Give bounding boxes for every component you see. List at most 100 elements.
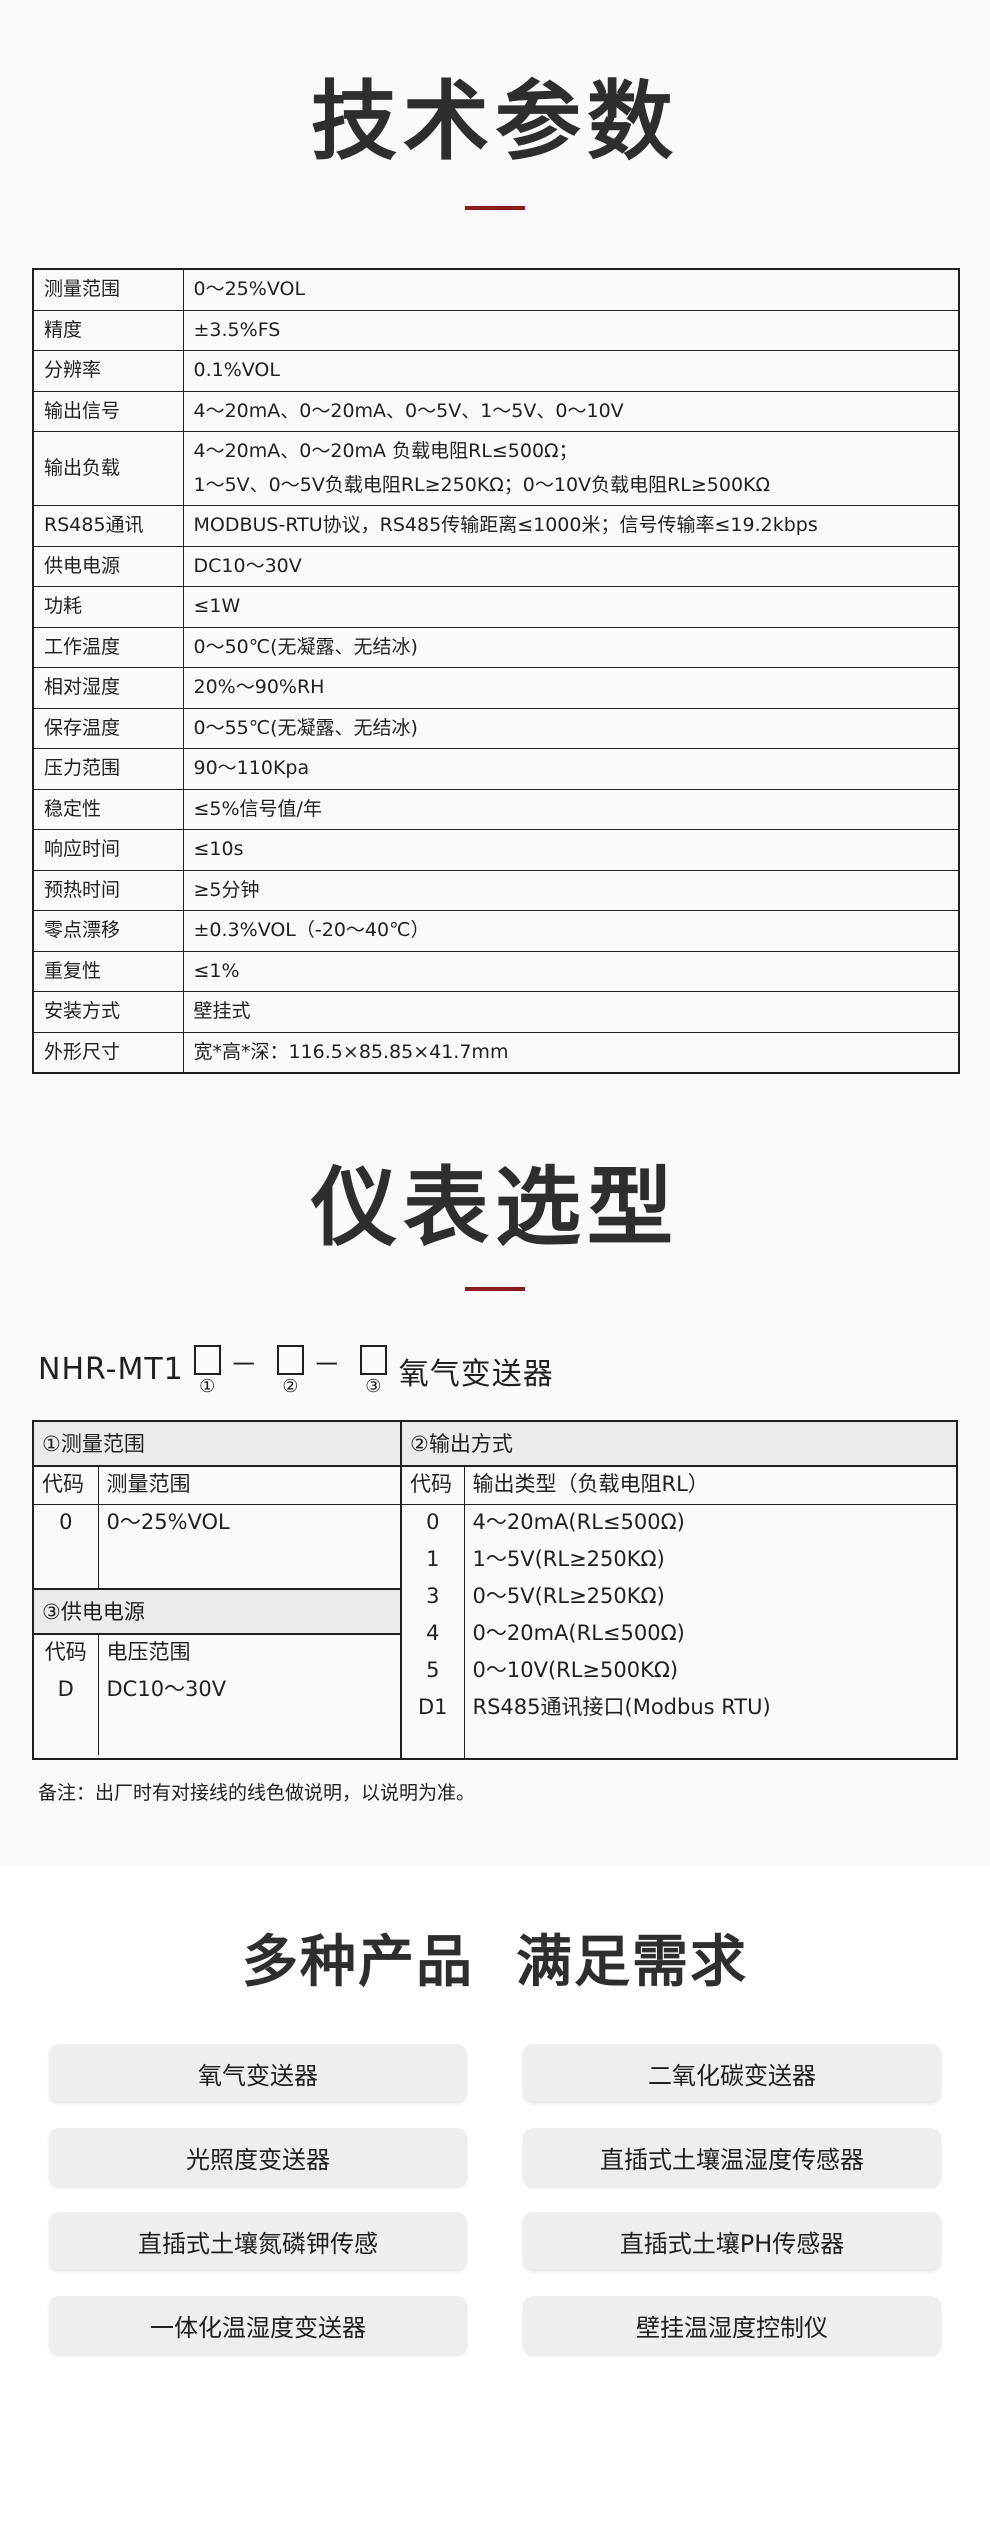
table-row: 输出负载 4～20mA、0～20mA 负载电阻RL≤500Ω； 1～5V、0～5V负… [32, 431, 960, 507]
group2-row-code: 4 [402, 1615, 465, 1653]
table-row: 0 0～25%VOL [34, 1504, 400, 1543]
spec-value-line1: ≤1W [193, 595, 241, 618]
group2-row-code: 5 [402, 1652, 465, 1690]
spec-value: ≤10s [182, 829, 960, 871]
model-slot-3: ③ [359, 1344, 387, 1396]
spec-value-line1: 0～50℃(无凝露、无结冰) [193, 635, 418, 658]
model-dash-2: － [312, 1347, 341, 1381]
selection-table: ①测量范围 代码 测量范围 0 0～25%VOL [32, 1419, 958, 1761]
spec-value: 0.1%VOL [182, 350, 960, 392]
product-button[interactable]: 氧气变送器 [49, 2044, 467, 2103]
spec-key: RS485通讯 [32, 505, 184, 547]
spec-value-line1: 宽*高*深：116.5×85.85×41.7mm [193, 1040, 509, 1063]
group1-col-code: 代码 [34, 1466, 99, 1506]
table-row: 重复性 ≤1% [32, 950, 960, 993]
product-button[interactable]: 直插式土壤氮磷钾传感 [49, 2212, 467, 2271]
product-button[interactable]: 壁挂温湿度控制仪 [523, 2296, 941, 2355]
table-row: D1 RS485通讯接口(Modbus RTU) [402, 1689, 956, 1727]
group3-filler-code [34, 1708, 99, 1755]
accent-rule-icon [465, 206, 525, 211]
group3-heading: ③供电电源 [34, 1588, 400, 1636]
table-row: 响应时间 ≤10s [32, 829, 960, 871]
table-row: RS485通讯 MODBUS-RTU协议，RS485传输距离≤1000米；信号传输… [32, 505, 960, 547]
group2-filler-desc [464, 1726, 956, 1758]
spec-key: 重复性 [32, 950, 184, 993]
products-title-right: 满足需求 [516, 1930, 748, 1996]
group3-col-desc: 电压范围 [106, 1640, 191, 1665]
table-row: 4 0～20mA(RL≤500Ω) [402, 1615, 956, 1653]
selection-title: 仪表选型 [311, 1158, 679, 1259]
spec-value: 宽*高*深：116.5×85.85×41.7mm [182, 1031, 960, 1074]
table-row: 代码 电压范围 [34, 1635, 400, 1673]
spec-value-line1: ≤1% [193, 959, 240, 982]
model-slot-3-box [359, 1344, 387, 1375]
group2-row-desc: 4～20mA(RL≤500Ω) [472, 1510, 685, 1535]
group2-row-code: 1 [402, 1542, 465, 1580]
spec-key: 安装方式 [32, 991, 184, 1033]
spec-key: 分辨率 [32, 350, 184, 392]
spec-value-line1: ≥5分钟 [193, 878, 260, 901]
spec-value: DC10～30V [182, 545, 960, 588]
table-row: 0 4～20mA(RL≤500Ω) [402, 1504, 956, 1543]
spec-key: 供电电源 [32, 545, 184, 588]
model-slot-1: ① [193, 1344, 221, 1396]
table-row: D DC10～30V [34, 1672, 400, 1709]
product-button[interactable]: 直插式土壤PH传感器 [523, 2212, 941, 2271]
spec-key: 输出信号 [32, 390, 184, 433]
spec-value-line1: 0.1%VOL [193, 359, 280, 382]
table-row-filler [34, 1542, 400, 1589]
table-row: 输出信号 4～20mA、0～20mA、0～5V、1～5V、0～10V [32, 390, 960, 433]
spec-value: ±3.5%FS [182, 309, 960, 352]
product-button[interactable]: 光照度变送器 [49, 2128, 467, 2187]
spec-key: 相对湿度 [32, 667, 184, 709]
spec-value-line1: ≤10s [193, 838, 244, 861]
table-row: 外形尺寸 宽*高*深：116.5×85.85×41.7mm [32, 1031, 960, 1074]
spec-value-line1: MODBUS-RTU协议，RS485传输距离≤1000米；信号传输率≤19.2k… [193, 514, 818, 537]
group2-row-code: 3 [402, 1579, 465, 1616]
table-row: 代码 测量范围 [34, 1466, 400, 1506]
products-grid: 氧气变送器 二氧化碳变送器 光照度变送器 直插式土壤温湿度传感器 直插式土壤氮磷钾传感直… [49, 2044, 941, 2355]
table-row: 工作温度 0～50℃(无凝露、无结冰) [32, 626, 960, 669]
spec-value-line1: 0～55℃(无凝露、无结冰) [193, 716, 418, 739]
model-slot-2-number: ② [282, 1375, 299, 1397]
table-row: 零点漂移 ±0.3%VOL（-20～40℃） [32, 910, 960, 952]
model-code-wrap: NHR-MT1 ① － ② － ③ 氧气变送器 [0, 1291, 990, 1396]
spec-value-line1: 壁挂式 [193, 1000, 251, 1023]
selection-left-column: ①测量范围 代码 测量范围 0 0～25%VOL [34, 1421, 402, 1759]
spec-value: ≤1% [182, 950, 960, 993]
model-slot-2: ② [276, 1344, 304, 1397]
spec-value: 壁挂式 [182, 991, 960, 1033]
group2-col-code: 代码 [402, 1466, 465, 1506]
table-row: 1 1～5V(RL≥250KΩ) [402, 1542, 956, 1580]
selection-right-column: ②输出方式 代码 输出类型（负载电阻RL） 0 4～20mA(RL≤500Ω) 1 1～5… [402, 1421, 956, 1759]
spec-key: 压力范围 [32, 748, 184, 790]
products-title: 多种产品 满足需求 [0, 1865, 990, 1998]
group2-row-code: 0 [402, 1504, 465, 1543]
product-button[interactable]: 直插式土壤温湿度传感器 [523, 2128, 941, 2187]
product-button[interactable]: 二氧化碳变送器 [523, 2044, 941, 2103]
spec-value-line1: 0～25%VOL [193, 278, 306, 301]
product-button[interactable]: 一体化温湿度变送器 [49, 2296, 467, 2355]
group3-row0-desc: DC10～30V [106, 1677, 227, 1702]
group2-row-desc: RS485通讯接口(Modbus RTU) [472, 1694, 771, 1719]
spec-key: 外形尺寸 [32, 1031, 184, 1074]
spec-key: 零点漂移 [32, 910, 184, 952]
spec-key: 工作温度 [32, 626, 184, 669]
model-slot-2-box [276, 1344, 304, 1375]
table-row: 精度 ±3.5%FS [32, 309, 960, 352]
table-row: 功耗 ≤1W [32, 586, 960, 628]
group1-row0-desc: 0～25%VOL [106, 1510, 230, 1535]
spec-value-line1: ±3.5%FS [193, 318, 281, 341]
spec-value: ±0.3%VOL（-20～40℃） [182, 910, 960, 952]
group1-filler-desc [98, 1542, 400, 1588]
group2-row-desc: 0～5V(RL≥250KΩ) [472, 1584, 665, 1609]
spec-value: 90～110Kpa [182, 748, 960, 790]
model-slot-1-box [193, 1344, 221, 1375]
spec-value-line1: 90～110Kpa [193, 757, 310, 780]
table-row-filler [402, 1726, 956, 1759]
page-title: 技术参数 [311, 72, 679, 172]
spec-value: ≤5%信号值/年 [182, 788, 960, 831]
spec-value: 4～20mA、0～20mA、0～5V、1～5V、0～10V [182, 390, 960, 433]
spec-key: 响应时间 [32, 829, 184, 871]
spec-key: 输出负载 [32, 431, 184, 507]
